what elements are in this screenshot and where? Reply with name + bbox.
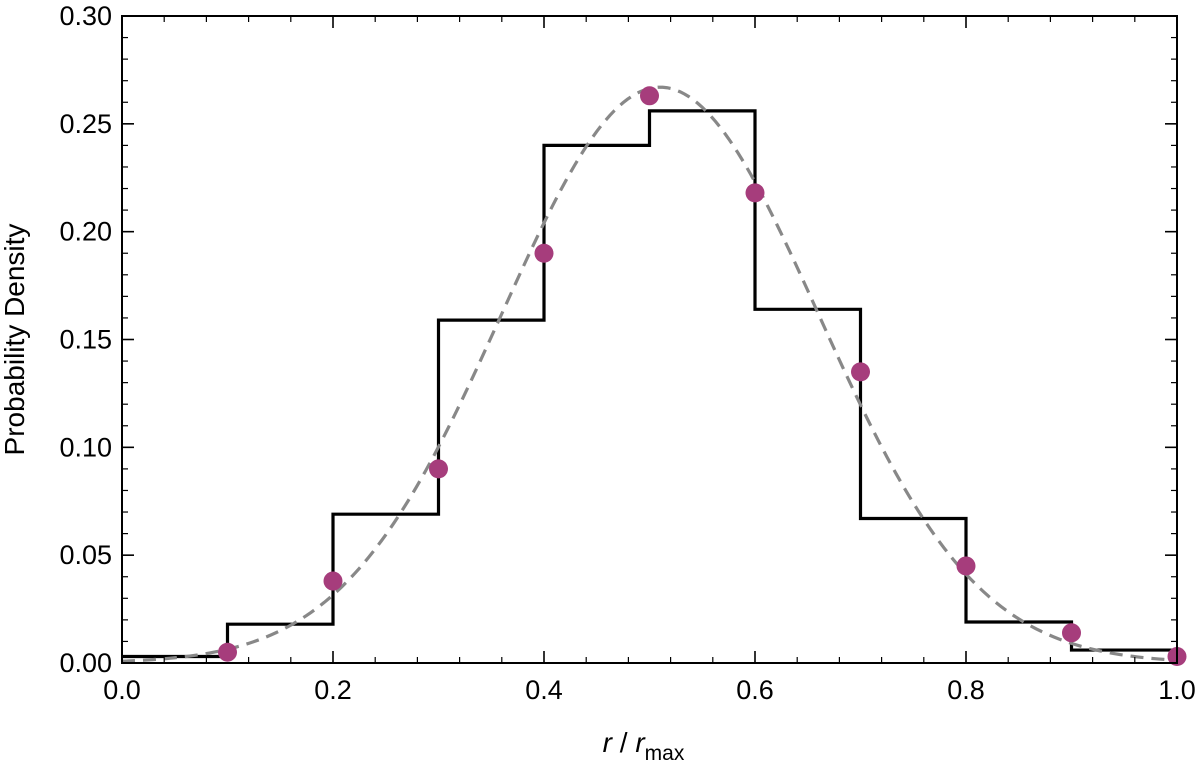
data-point xyxy=(1062,623,1081,643)
x-tick-label: 0.0 xyxy=(103,675,141,705)
x-axis-label-sep: / xyxy=(612,727,635,758)
y-tick-label: 0.05 xyxy=(59,540,112,570)
data-point xyxy=(323,571,343,591)
histogram-step xyxy=(122,109,1177,659)
x-axis-label-denom: r xyxy=(635,727,646,758)
x-axis-label-sub: max xyxy=(645,742,685,762)
ticks-layer: 0.0 0.2 0.4 0.6 0.8 1.0 0.00 0.05 0.10 0.15 0.20 0.… xyxy=(59,1,1195,705)
data-point xyxy=(218,642,237,662)
y-tick-label: 0.20 xyxy=(59,217,112,247)
data-point xyxy=(534,243,554,263)
data-point xyxy=(851,362,870,382)
data-point xyxy=(745,183,765,203)
fit-curve xyxy=(121,85,1178,663)
y-tick-label: 0.10 xyxy=(59,432,112,462)
curve-layer xyxy=(121,85,1178,663)
x-tick-label: 0.8 xyxy=(947,675,985,705)
y-tick-label: 0.15 xyxy=(59,325,112,355)
data-point xyxy=(956,556,976,576)
x-tick-label: 1.0 xyxy=(1158,675,1196,705)
data-point xyxy=(429,459,448,479)
x-tick-label: 0.4 xyxy=(525,675,563,705)
y-tick-label: 0.25 xyxy=(59,109,112,139)
histogram-layer xyxy=(122,109,1177,659)
x-tick-label: 0.6 xyxy=(736,675,774,705)
x-tick-label: 0.2 xyxy=(314,675,352,705)
y-tick-label: 0.00 xyxy=(59,648,112,678)
x-axis-label: r / rmax xyxy=(603,727,685,762)
points-layer xyxy=(218,86,1187,667)
x-axis-label-var: r xyxy=(603,727,614,758)
y-tick-label: 0.30 xyxy=(59,1,112,31)
data-point xyxy=(640,86,659,106)
y-axis-label: Probability Density xyxy=(0,224,30,456)
